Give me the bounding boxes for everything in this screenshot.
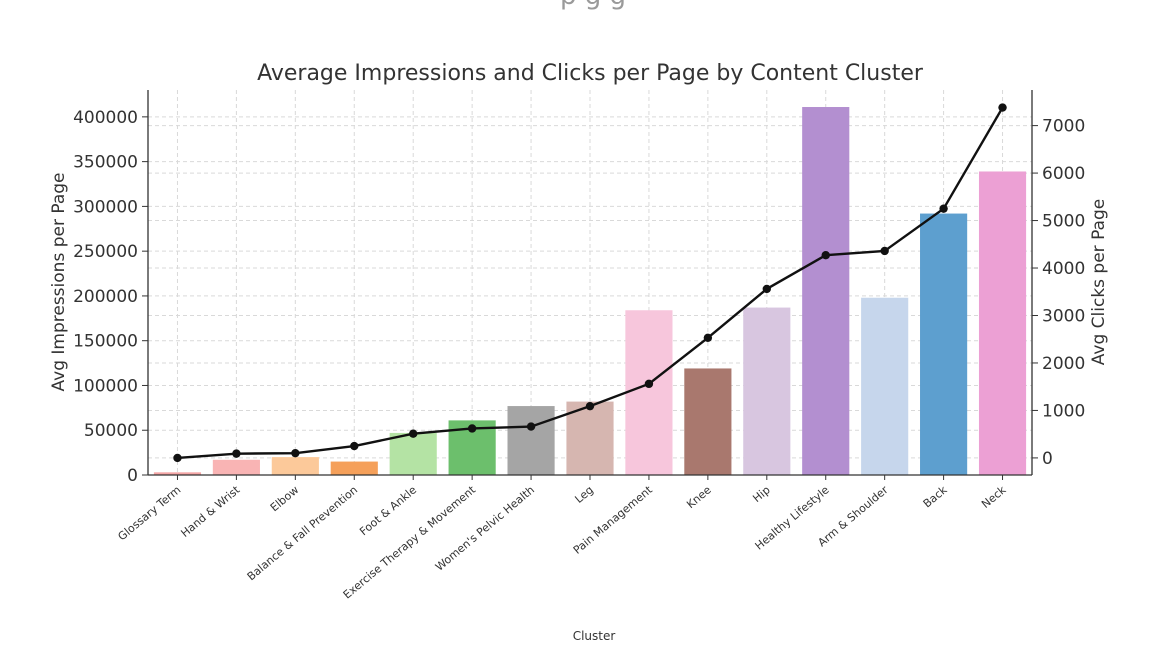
clicks-point xyxy=(467,424,477,433)
clicks-point xyxy=(762,284,771,294)
y-tick-label-left: 0 xyxy=(127,466,138,486)
bar xyxy=(566,401,614,475)
header-fragment: p g g xyxy=(560,0,626,11)
x-tick-label: Hip xyxy=(750,483,772,505)
y-tick-label-left: 350000 xyxy=(73,153,138,173)
x-tick-label: Foot & Ankle xyxy=(357,483,419,538)
y-tick-label-left: 300000 xyxy=(73,197,138,217)
y-tick-label-right: 6000 xyxy=(1042,164,1085,184)
y-tick-label-left: 400000 xyxy=(73,108,138,128)
x-tick-label: Hand & Wrist xyxy=(178,483,242,540)
bar xyxy=(920,213,968,475)
clicks-point xyxy=(644,379,654,389)
x-tick-label: Neck xyxy=(979,483,1009,511)
y-axis-label-right: Avg Clicks per Page xyxy=(1089,199,1109,365)
clicks-point xyxy=(939,204,948,213)
clicks-point xyxy=(291,448,300,458)
bar xyxy=(507,406,555,475)
line-layer xyxy=(173,103,1007,463)
x-axis-label: Cluster xyxy=(573,629,616,643)
x-tick-label: Leg xyxy=(572,483,595,506)
clicks-point xyxy=(173,453,182,463)
x-tick-label: Glossary Term xyxy=(116,483,184,543)
y-tick-label-left: 150000 xyxy=(73,332,138,352)
clicks-point xyxy=(526,422,536,431)
bar xyxy=(271,457,319,475)
y-tick-label-left: 250000 xyxy=(73,242,138,262)
clicks-point xyxy=(821,251,830,260)
bar xyxy=(389,432,437,475)
y-tick-label-right: 5000 xyxy=(1042,212,1085,232)
chart-title: Average Impressions and Clicks per Page … xyxy=(257,61,924,86)
y-tick-label-right: 3000 xyxy=(1042,306,1085,326)
bars-layer xyxy=(153,107,1027,475)
x-tick-label: Back xyxy=(921,483,950,511)
x-tick-label: Knee xyxy=(684,483,714,511)
bar xyxy=(212,459,260,475)
clicks-point xyxy=(350,441,359,451)
bar xyxy=(743,307,791,475)
bar xyxy=(802,107,850,475)
y-tick-label-left: 200000 xyxy=(73,287,138,307)
clicks-point xyxy=(880,246,889,256)
clicks-point xyxy=(585,401,595,411)
clicks-point xyxy=(232,449,241,458)
clicks-point xyxy=(409,429,418,438)
clicks-point xyxy=(703,333,713,343)
y-axis-label-left: Avg Impressions per Page xyxy=(49,173,69,392)
bar xyxy=(330,461,378,475)
bar xyxy=(153,472,202,475)
y-tick-label-left: 50000 xyxy=(84,421,138,441)
y-tick-label-right: 7000 xyxy=(1042,117,1085,137)
y-tick-label-right: 2000 xyxy=(1042,354,1085,374)
x-tick-label: Women's Pelvic Health xyxy=(433,483,537,573)
x-tick-label: Elbow xyxy=(268,483,301,514)
y-tick-label-right: 0 xyxy=(1042,449,1053,469)
y-tick-label-right: 4000 xyxy=(1042,259,1085,279)
clicks-point xyxy=(998,103,1007,112)
bar xyxy=(978,171,1027,475)
bar xyxy=(625,310,673,475)
bar xyxy=(684,368,732,475)
y-tick-label-right: 1000 xyxy=(1042,401,1085,421)
x-tick-label: Balance & Fall Prevention xyxy=(245,483,361,583)
y-tick-label-left: 100000 xyxy=(73,376,138,396)
bar xyxy=(861,297,909,475)
